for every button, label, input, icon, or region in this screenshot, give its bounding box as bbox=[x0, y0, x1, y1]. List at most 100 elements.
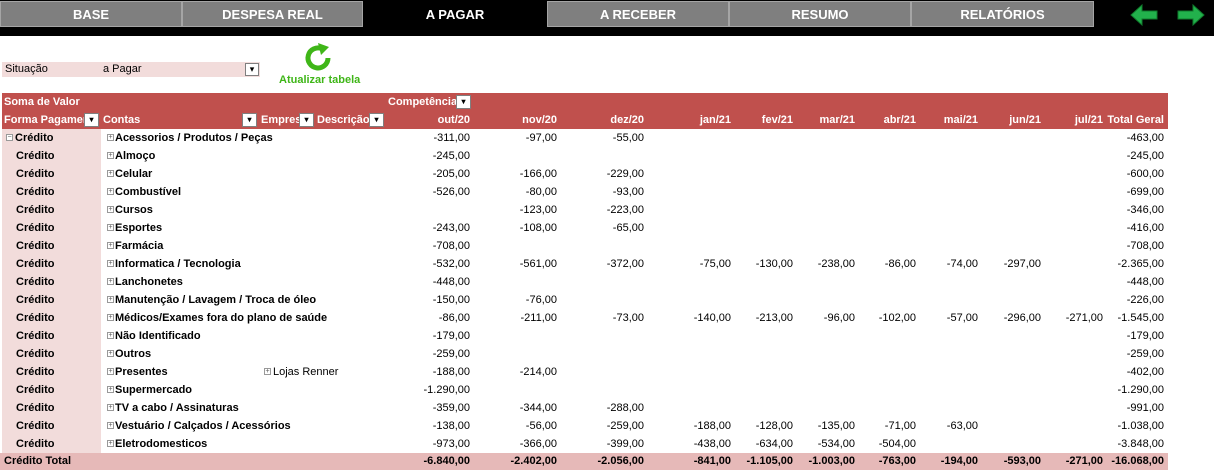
tab-relatorios[interactable]: RELATÓRIOS bbox=[911, 1, 1094, 27]
tab-a-receber[interactable]: A RECEBER bbox=[547, 1, 729, 27]
arrow-left-icon[interactable] bbox=[1129, 2, 1159, 28]
expand-icon[interactable]: + bbox=[107, 350, 114, 357]
expand-icon[interactable]: + bbox=[107, 260, 114, 267]
expand-icon[interactable]: + bbox=[107, 368, 114, 375]
competencia-filter-icon[interactable]: ▾ bbox=[456, 95, 471, 109]
value-cell: -634,00 bbox=[755, 438, 793, 450]
forma-pagamento-cell: Crédito bbox=[16, 402, 55, 414]
conta-cell[interactable]: Esportes bbox=[115, 222, 163, 234]
forma-pagamento-cell: Crédito bbox=[16, 348, 55, 360]
expand-icon[interactable]: + bbox=[107, 152, 114, 159]
expand-icon[interactable]: + bbox=[264, 368, 271, 375]
conta-cell[interactable]: Eletrodomesticos bbox=[115, 438, 208, 450]
empresa-cell[interactable]: Lojas Renner bbox=[273, 366, 339, 378]
empresa-filter-icon[interactable]: ▾ bbox=[299, 113, 314, 127]
conta-cell[interactable]: Vestuário / Calçados / Acessórios bbox=[115, 420, 291, 432]
table-row: Crédito + TV a cabo / Assinaturas -359,00 -3… bbox=[2, 399, 1168, 417]
value-cell: -74,00 bbox=[946, 258, 978, 270]
conta-cell[interactable]: TV a cabo / Assinaturas bbox=[115, 402, 239, 414]
table-row: Crédito + Farmácia -708,00 -708,00 bbox=[2, 237, 1168, 255]
value-cell: -102,00 bbox=[878, 312, 916, 324]
tab-resumo[interactable]: RESUMO bbox=[729, 1, 911, 27]
expand-icon[interactable]: + bbox=[107, 242, 114, 249]
expand-icon[interactable]: + bbox=[107, 134, 114, 141]
forma-pagamento-cell: Crédito bbox=[16, 294, 55, 306]
tab-base[interactable]: BASE bbox=[0, 1, 182, 27]
expand-icon[interactable]: + bbox=[107, 422, 114, 429]
expand-icon[interactable]: + bbox=[107, 188, 114, 195]
forma-pagamento-cell: Crédito bbox=[16, 384, 55, 396]
total-cell: -194,00 bbox=[940, 455, 978, 467]
filter-dropdown-icon[interactable]: ▾ bbox=[245, 63, 259, 76]
total-cell: -2.056,00 bbox=[597, 455, 644, 467]
value-cell: -561,00 bbox=[519, 258, 557, 270]
row-total-cell: -600,00 bbox=[1126, 168, 1164, 180]
conta-cell[interactable]: Lanchonetes bbox=[115, 276, 183, 288]
table-row: Crédito + Vestuário / Calçados / Acessório… bbox=[2, 417, 1168, 435]
top-navigation: BASE DESPESA REAL A PAGAR A RECEBER RESU… bbox=[0, 0, 1214, 36]
row-header-forma: Forma Pagamer bbox=[4, 114, 88, 126]
row-total-cell: -1.545,00 bbox=[1117, 312, 1164, 324]
expand-icon[interactable]: + bbox=[107, 440, 114, 447]
tab-a-pagar[interactable]: A PAGAR bbox=[363, 1, 547, 27]
conta-cell[interactable]: Outros bbox=[115, 348, 152, 360]
value-cell: -96,00 bbox=[823, 312, 855, 324]
expand-icon[interactable]: + bbox=[107, 296, 114, 303]
arrow-right-icon[interactable] bbox=[1176, 2, 1206, 28]
value-cell: -65,00 bbox=[612, 222, 644, 234]
pivot-header-columns: Forma Pagamer ▾ Contas ▾ Empres ▾ Descri… bbox=[2, 111, 1168, 129]
value-cell: -93,00 bbox=[612, 186, 644, 198]
contas-filter-icon[interactable]: ▾ bbox=[242, 113, 257, 127]
row-total-cell: -259,00 bbox=[1126, 348, 1164, 360]
row-total-cell: -699,00 bbox=[1126, 186, 1164, 198]
conta-cell[interactable]: Supermercado bbox=[115, 384, 193, 396]
expand-icon[interactable]: + bbox=[107, 206, 114, 213]
expand-icon[interactable]: + bbox=[107, 314, 114, 321]
filter-value: a Pagar bbox=[103, 63, 142, 75]
table-row: Crédito + Lanchonetes -448,00 -448,00 bbox=[2, 273, 1168, 291]
expand-icon[interactable]: + bbox=[107, 386, 114, 393]
conta-cell[interactable]: Informatica / Tecnologia bbox=[115, 258, 241, 270]
refresh-icon bbox=[305, 43, 331, 71]
expand-icon[interactable]: + bbox=[107, 170, 114, 177]
table-row: Crédito + Cursos -123,00 -223,00 -346,00 bbox=[2, 201, 1168, 219]
value-cell: -135,00 bbox=[817, 420, 855, 432]
value-cell: -128,00 bbox=[755, 420, 793, 432]
expand-icon[interactable]: + bbox=[107, 224, 114, 231]
conta-cell[interactable]: Almoço bbox=[115, 150, 156, 162]
conta-cell[interactable]: Médicos/Exames fora do plano de saúde bbox=[115, 312, 328, 324]
conta-cell[interactable]: Combustível bbox=[115, 186, 182, 198]
forma-pagamento-cell: Crédito bbox=[16, 276, 55, 288]
conta-cell[interactable]: Cursos bbox=[115, 204, 153, 216]
value-cell: -534,00 bbox=[817, 438, 855, 450]
value-cell: -259,00 bbox=[432, 348, 470, 360]
descricao-filter-icon[interactable]: ▾ bbox=[369, 113, 384, 127]
row-header-empresa: Empres bbox=[261, 114, 302, 126]
value-cell: -211,00 bbox=[520, 312, 558, 324]
expand-icon[interactable]: + bbox=[107, 404, 114, 411]
total-cell: -2.402,00 bbox=[510, 455, 557, 467]
conta-cell[interactable]: Manutenção / Lavagem / Troca de óleo bbox=[115, 294, 317, 306]
conta-cell[interactable]: Acessorios / Produtos / Peças bbox=[115, 132, 273, 144]
conta-cell[interactable]: Não Identificado bbox=[115, 330, 201, 342]
month-header: nov/20 bbox=[522, 114, 557, 126]
value-cell: -214,00 bbox=[519, 366, 557, 378]
forma-pagamento-cell: Crédito bbox=[16, 312, 55, 324]
conta-cell[interactable]: Farmácia bbox=[115, 240, 164, 252]
conta-cell[interactable]: Celular bbox=[115, 168, 153, 180]
conta-cell[interactable]: Presentes bbox=[115, 366, 168, 378]
expand-icon[interactable]: + bbox=[107, 332, 114, 339]
refresh-label: Atualizar tabela bbox=[279, 74, 361, 86]
value-cell: -108,00 bbox=[519, 222, 557, 234]
refresh-table-button[interactable]: Atualizar tabela bbox=[276, 42, 360, 88]
credito-total-row: Crédito Total -6.840,00 -2.402,00 -2.056… bbox=[0, 453, 1168, 470]
collapse-icon[interactable]: − bbox=[6, 134, 13, 141]
value-cell: -504,00 bbox=[878, 438, 916, 450]
forma-filter-icon[interactable]: ▾ bbox=[84, 113, 99, 127]
total-cell: -271,00 bbox=[1065, 455, 1103, 467]
pivot-header-top: Soma de Valor Competência ▾ bbox=[2, 93, 1168, 111]
table-row: Crédito + Eletrodomesticos -973,00 -366,00 -3… bbox=[2, 435, 1168, 453]
expand-icon[interactable]: + bbox=[107, 278, 114, 285]
tab-despesa-real[interactable]: DESPESA REAL bbox=[182, 1, 363, 27]
forma-pagamento-column bbox=[2, 129, 101, 453]
